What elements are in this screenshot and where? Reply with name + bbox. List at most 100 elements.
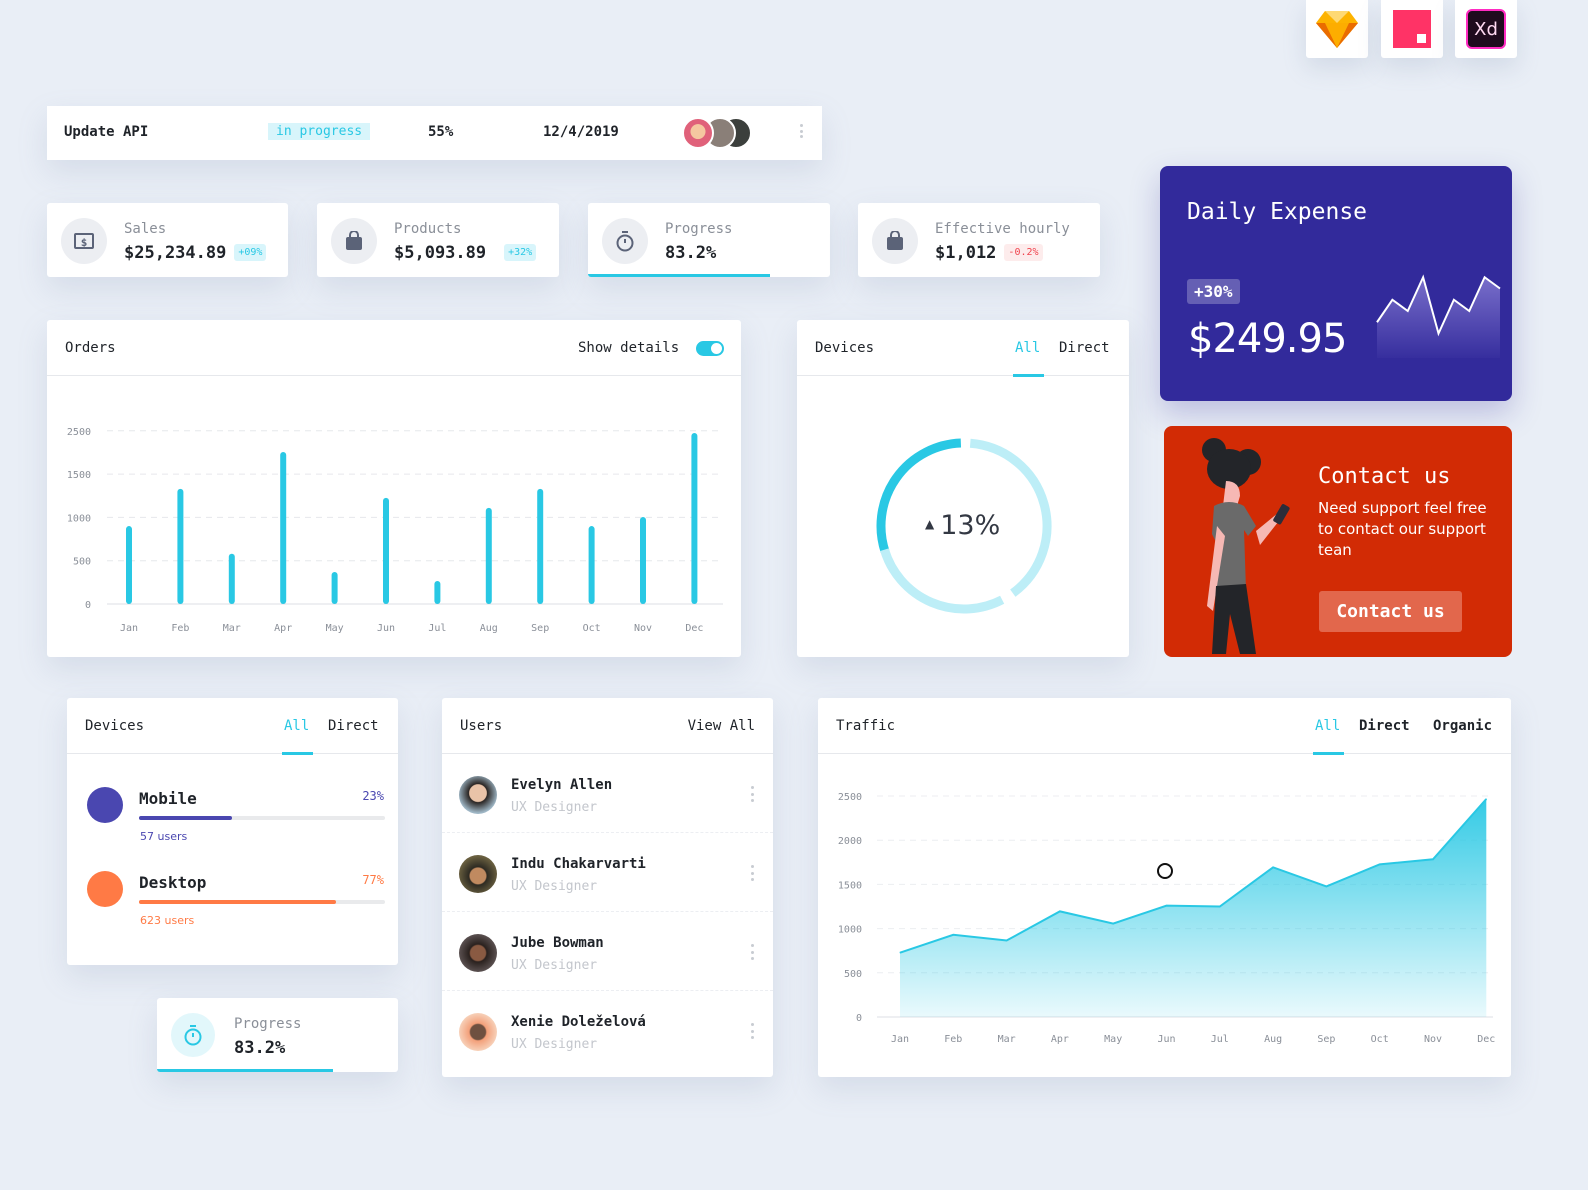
- progress-label: Progress: [234, 1016, 302, 1032]
- active-tab-indicator: [1013, 374, 1044, 377]
- traffic-area: [900, 799, 1487, 1017]
- tab-all[interactable]: All: [1015, 340, 1041, 356]
- point-jan: [899, 952, 901, 954]
- x-tick-label: Sep: [1317, 1034, 1335, 1045]
- stat-value: $1,012: [935, 243, 997, 263]
- x-tick-label: May: [326, 623, 344, 634]
- mobile-dot-icon: [87, 787, 123, 823]
- stat-value: $25,234.89: [124, 243, 227, 263]
- tab-direct[interactable]: Direct: [328, 718, 379, 734]
- x-tick-label: Jan: [120, 623, 138, 634]
- more-options-icon[interactable]: [751, 1023, 755, 1039]
- user-row[interactable]: Evelyn Allen UX Designer: [442, 754, 773, 833]
- tab-all[interactable]: All: [284, 718, 310, 734]
- stat-card-effective-hourly: Effective hourly $1,012 -0.2%: [858, 203, 1100, 277]
- progress-bar: [588, 274, 770, 277]
- point-jun: [1166, 905, 1167, 907]
- more-options-icon[interactable]: [751, 944, 755, 960]
- x-tick-label: Feb: [171, 623, 189, 634]
- point-jul: [1219, 906, 1221, 907]
- bar-mar: [228, 553, 235, 604]
- card-title: Devices: [815, 340, 875, 356]
- x-tick-label: Jan: [891, 1034, 909, 1045]
- expense-badge: +30%: [1187, 279, 1240, 304]
- x-tick-label: Nov: [1424, 1034, 1442, 1045]
- user-name: Xenie Doleželová: [511, 1014, 646, 1030]
- x-tick-label: Jun: [1157, 1034, 1175, 1045]
- point-may: [1112, 923, 1114, 925]
- point-feb: [952, 934, 954, 936]
- daily-expense-card: Daily Expense +30% $249.95: [1160, 166, 1512, 401]
- show-details-label: Show details: [578, 340, 680, 356]
- device-users: 57 users: [140, 830, 188, 843]
- more-options-icon[interactable]: [751, 786, 755, 802]
- svg-text:$: $: [81, 236, 88, 249]
- avatar: [459, 1013, 497, 1051]
- contact-card: Contact us Need support feel free to con…: [1164, 426, 1512, 657]
- contact-us-button[interactable]: Contact us: [1319, 591, 1462, 632]
- x-tick-label: Jun: [377, 623, 395, 634]
- x-tick-label: Jul: [428, 623, 446, 634]
- invision-square-icon: [1393, 10, 1431, 48]
- contact-text: Need support feel free to contact our su…: [1318, 499, 1487, 559]
- more-options-icon[interactable]: [751, 865, 755, 881]
- bar-aug: [485, 507, 492, 604]
- bar-jun: [383, 497, 389, 604]
- bar-feb: [177, 488, 184, 604]
- x-tick-label: Dec: [685, 623, 703, 634]
- user-row[interactable]: Indu Chakarvarti UX Designer: [442, 833, 773, 912]
- user-role: UX Designer: [511, 1037, 598, 1052]
- y-tick-label: 1000: [67, 513, 91, 524]
- devices-donut-card: Devices All Direct ▲ 13%: [797, 320, 1129, 657]
- stat-label: Sales: [124, 221, 167, 237]
- x-tick-label: Apr: [1051, 1034, 1069, 1045]
- x-tick-label: Apr: [274, 623, 292, 634]
- stat-badge: +09%: [234, 244, 267, 261]
- user-row[interactable]: Jube Bowman UX Designer: [442, 912, 773, 991]
- avatar: [459, 776, 497, 814]
- stat-badge: +32%: [504, 244, 537, 261]
- x-tick-label: Oct: [583, 623, 601, 634]
- stopwatch-icon: [602, 218, 648, 264]
- tab-direct[interactable]: Direct: [1059, 340, 1110, 356]
- status-badge: in progress: [268, 123, 371, 140]
- bar-may: [331, 571, 338, 604]
- y-tick-label: 2000: [838, 836, 862, 847]
- y-tick-label: 2500: [838, 792, 862, 803]
- show-details-toggle[interactable]: [696, 341, 724, 356]
- expense-amount: $249.95: [1188, 316, 1347, 362]
- y-tick-label: 1500: [838, 880, 862, 891]
- user-row[interactable]: Xenie Doleželová UX Designer: [442, 991, 773, 1070]
- x-tick-label: Oct: [1371, 1034, 1389, 1045]
- xd-app-icon[interactable]: Xd: [1455, 0, 1517, 58]
- stat-card-products: Products $5,093.89 +32%: [317, 203, 559, 277]
- stat-label: Progress: [665, 221, 733, 237]
- x-tick-label: Aug: [1264, 1034, 1282, 1045]
- bar-nov: [640, 516, 646, 604]
- expense-sparkline: [1376, 274, 1501, 358]
- x-tick-label: Sep: [531, 623, 549, 634]
- tab-all[interactable]: All: [1315, 718, 1341, 734]
- woman-with-phone-illustration: [1202, 438, 1290, 654]
- view-all-link[interactable]: View All: [687, 718, 755, 734]
- device-name: Desktop: [139, 873, 207, 892]
- point-dec: [1485, 798, 1487, 800]
- device-percent: 23%: [362, 789, 384, 803]
- task-row[interactable]: Update API in progress 55% 12/4/2019: [47, 106, 822, 160]
- sparkline-line: [1376, 274, 1501, 337]
- card-title: Users: [460, 718, 503, 734]
- sketch-app-icon[interactable]: [1306, 0, 1368, 58]
- more-options-icon[interactable]: [800, 124, 804, 138]
- tab-direct[interactable]: Direct: [1359, 718, 1410, 734]
- progress-bar: [157, 1069, 333, 1072]
- invision-app-icon[interactable]: [1381, 0, 1443, 58]
- tab-organic[interactable]: Organic: [1433, 718, 1493, 734]
- y-tick-label: 2500: [67, 427, 91, 438]
- user-name: Indu Chakarvarti: [511, 856, 646, 872]
- contact-title: Contact us: [1318, 464, 1451, 489]
- y-tick-label: 0: [856, 1013, 862, 1024]
- orders-card: Orders Show details 0 500 1000 1500 2500 Jan F…: [47, 320, 741, 657]
- device-progress: [139, 900, 385, 904]
- stat-label: Products: [394, 221, 462, 237]
- orders-bar-chart: 0 500 1000 1500 2500 Jan Feb Mar Apr May Jun Jul Aug…: [67, 427, 723, 634]
